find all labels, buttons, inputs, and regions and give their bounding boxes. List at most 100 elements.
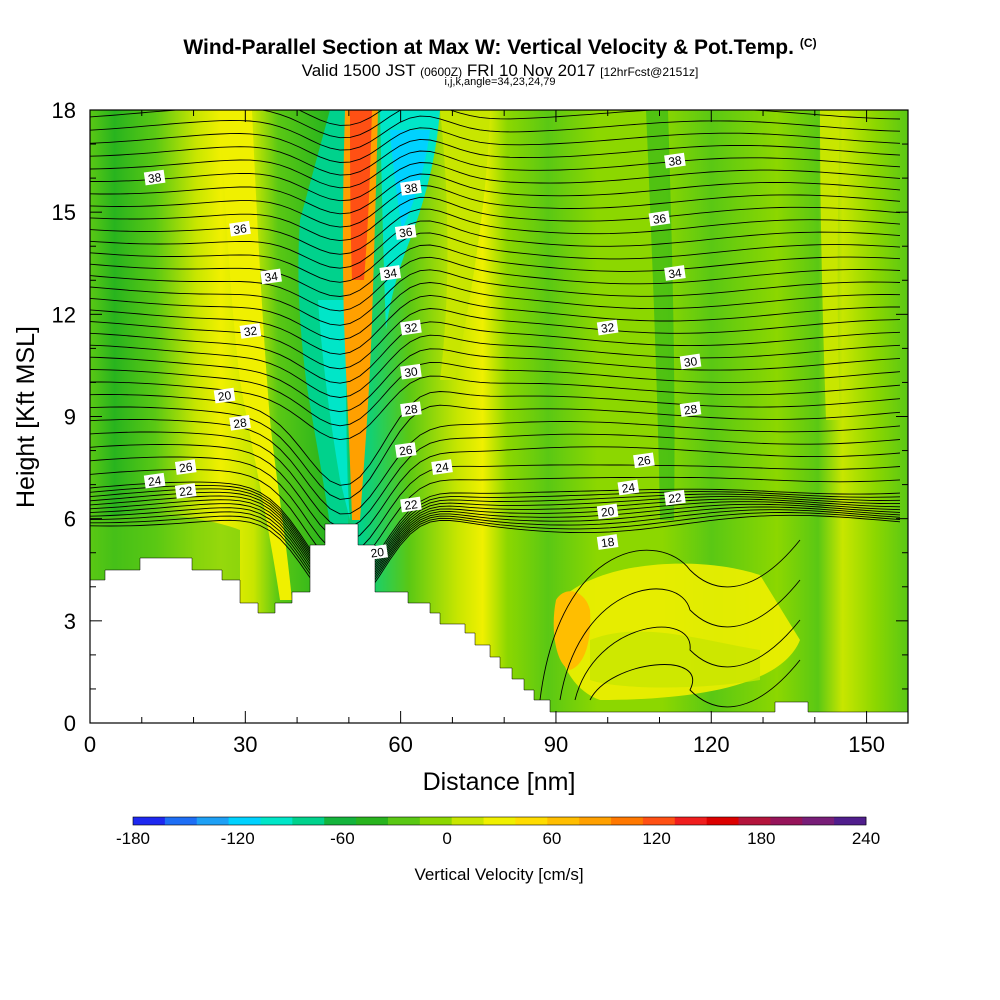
contour-label-bg [400, 179, 422, 196]
colorbar-title: Vertical Velocity [cm/s] [414, 865, 583, 884]
subtitle-utc: (0600Z) [420, 65, 463, 79]
contour-label-bg [394, 224, 417, 240]
contour-label: 28 [400, 401, 422, 418]
contour-label-bg [394, 442, 417, 458]
theta-contour [90, 431, 901, 529]
theta-contour [90, 282, 901, 341]
theta-contours [90, 110, 901, 708]
contour-label-text: 32 [600, 320, 615, 336]
contour-label-text: 30 [403, 364, 418, 380]
y-tick-label: 6 [64, 507, 76, 532]
theta-contour [90, 110, 901, 139]
theta-contour-labels: 3836343220282624223836343230282624222038… [143, 152, 702, 561]
x-axis-label: Distance [nm] [423, 768, 576, 796]
colorbar-swatch [579, 817, 612, 825]
contour-label-bg [400, 496, 422, 513]
contour-label: 34 [260, 268, 282, 285]
contour-label: 38 [400, 179, 422, 196]
contour-label-bg [143, 169, 166, 186]
colorbar-swatch [356, 817, 389, 825]
contour-label-text: 24 [621, 480, 636, 496]
theta-contour [90, 173, 901, 215]
theta-contour-low [559, 579, 801, 701]
contour-label: 38 [664, 152, 686, 169]
contour-label: 30 [400, 363, 422, 380]
contour-label-text: 20 [370, 545, 385, 561]
contour-label-text: 24 [147, 473, 162, 489]
theta-contour [90, 127, 901, 163]
contour-label-text: 26 [178, 460, 193, 476]
colorbar-swatch [228, 817, 261, 825]
theta-contour [90, 256, 901, 312]
colorbar-swatch [387, 817, 421, 825]
contour-label-text: 38 [403, 180, 418, 196]
theta-contour [90, 488, 901, 587]
theta-contour [90, 495, 901, 592]
x-tick-label: 60 [388, 732, 412, 757]
contour-label-bg [431, 459, 453, 475]
contour-label-bg [400, 401, 422, 418]
subtitle-forecast: [12hrFcst@2151z] [600, 65, 699, 79]
colorbar-swatch [706, 817, 739, 825]
theta-contour [90, 491, 900, 589]
contour-label: 38 [143, 169, 166, 186]
contour-label-bg [679, 353, 702, 370]
contour-label-bg [239, 323, 262, 339]
theta-contour [90, 419, 901, 515]
x-tick-label: 30 [233, 732, 257, 757]
contour-label-text: 34 [383, 266, 398, 282]
y-axis-label: Height [Kft MSL] [12, 326, 40, 508]
theta-contour [90, 444, 901, 542]
contour-label: 26 [174, 459, 197, 476]
theta-contour [90, 208, 901, 255]
theta-contour [90, 514, 901, 609]
colorbar: -180 -120 -60 0 60 120 180 240 [116, 816, 880, 848]
contour-label-text: 18 [600, 535, 615, 551]
contour-label-text: 38 [147, 170, 162, 186]
contour-label-bg [617, 479, 640, 496]
contour-label: 22 [664, 489, 686, 506]
theta-contour [90, 196, 901, 242]
y-tick-label: 18 [52, 98, 76, 123]
updraft-low-edge [590, 631, 760, 688]
contour-label-text: 36 [233, 221, 248, 237]
contour-label-text: 34 [667, 266, 682, 282]
subtitle-valid: Valid 1500 JST [301, 61, 416, 80]
contour-label-bg [679, 401, 702, 418]
contour-label: 32 [400, 319, 422, 336]
contour-label: 24 [431, 459, 453, 475]
contour-label: 20 [366, 544, 389, 561]
contour-label: 26 [633, 452, 655, 469]
contour-label-text: 20 [600, 504, 615, 520]
theta-contour [90, 361, 901, 427]
theta-contour [90, 404, 901, 500]
colorbar-tick-label: 180 [747, 829, 775, 848]
contour-label-bg [229, 220, 251, 237]
contour-label: 36 [394, 224, 417, 240]
contour-label-text: 26 [398, 443, 413, 459]
subtitle-indices: i,j,k,angle=34,23,24,79 [444, 76, 556, 88]
colorbar-swatch [547, 817, 580, 825]
contour-label-text: 22 [178, 483, 193, 499]
title-text: Wind-Parallel Section at Max W: Vertical… [183, 36, 794, 59]
colorbar-swatch [133, 817, 166, 825]
colorbar-swatch [483, 817, 516, 825]
contour-label: 32 [239, 323, 262, 339]
theta-contour [90, 185, 901, 228]
contour-label-bg [260, 268, 282, 285]
theta-contour-low [574, 619, 801, 701]
colorbar-swatch [834, 817, 867, 825]
colorbar-tick-label: -120 [221, 829, 255, 848]
contour-label-text: 30 [683, 354, 698, 370]
y-tick-label: 3 [64, 609, 76, 634]
theta-contour [90, 506, 901, 600]
contour-label-text: 36 [652, 211, 667, 227]
x-tick-label: 120 [693, 732, 730, 757]
title-tag: (C) [799, 36, 817, 50]
theta-contour [90, 334, 901, 398]
colorbar-swatch [611, 817, 644, 825]
colorbar-swatch [260, 817, 293, 825]
theta-contour [90, 115, 901, 151]
colorbar-tick-label: -180 [116, 829, 150, 848]
theta-contour [90, 220, 901, 269]
